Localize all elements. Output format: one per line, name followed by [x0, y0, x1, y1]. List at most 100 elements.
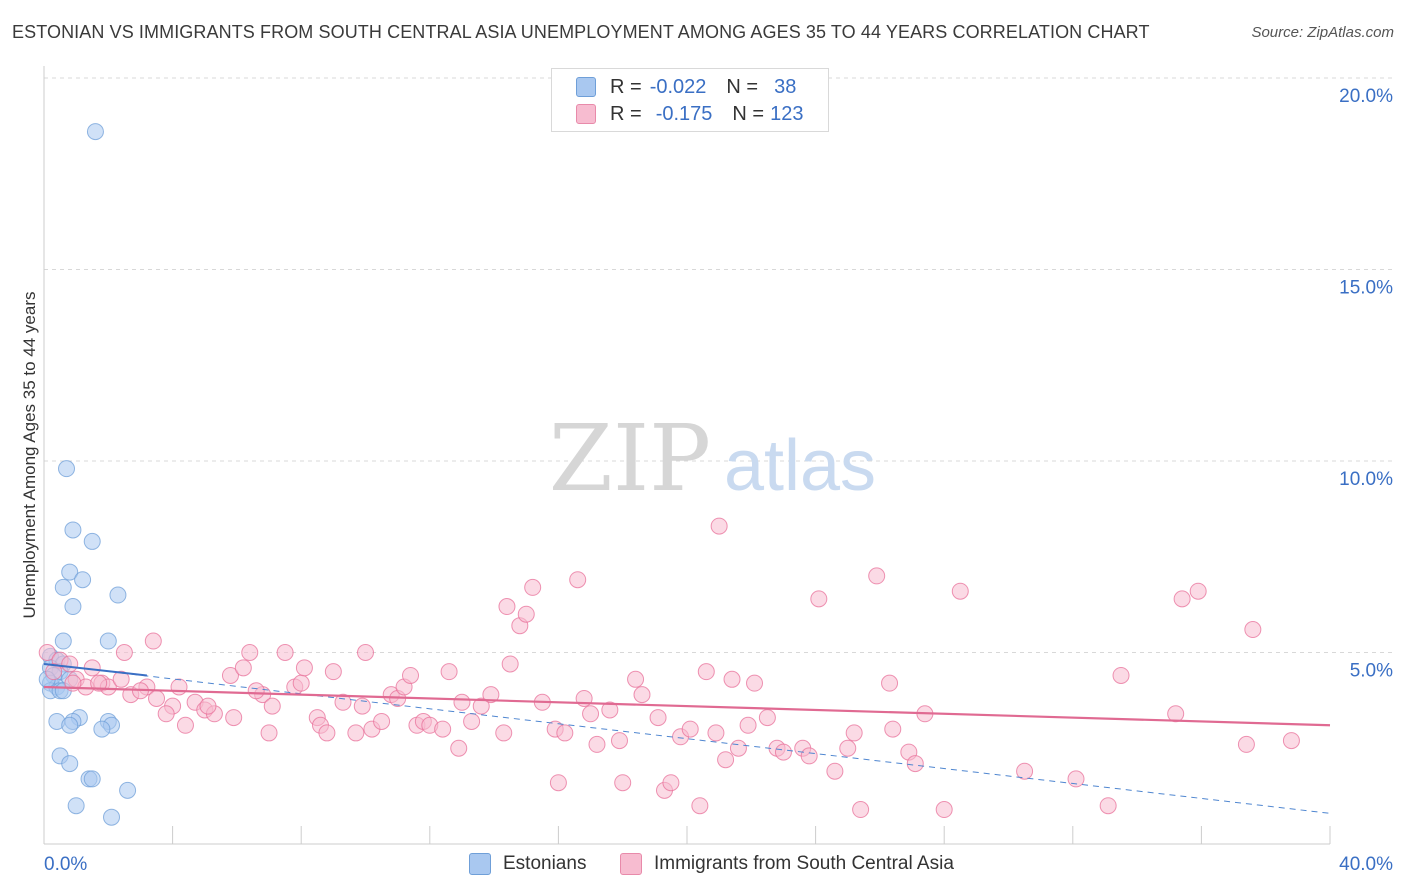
legend-n-label: N =	[726, 75, 759, 98]
chart-title: ESTONIAN VS IMMIGRANTS FROM SOUTH CENTRA…	[12, 22, 1150, 42]
point-immigrants	[1173, 590, 1191, 608]
point-immigrants	[826, 762, 844, 780]
point-estonians	[119, 781, 137, 799]
point-immigrants	[144, 632, 162, 650]
point-immigrants	[707, 724, 725, 742]
point-immigrants	[402, 666, 420, 684]
point-immigrants	[324, 663, 342, 681]
point-immigrants	[800, 747, 818, 765]
bottom-legend-label-estonians: Estonians	[503, 853, 587, 874]
point-immigrants	[746, 674, 764, 692]
point-estonians	[54, 632, 72, 650]
legend-n-label: N =	[732, 102, 765, 125]
point-immigrants	[852, 801, 870, 819]
point-immigrants	[845, 724, 863, 742]
point-immigrants	[495, 724, 513, 742]
point-estonians	[99, 632, 117, 650]
bottom-legend-estonians: Estonians	[469, 852, 586, 876]
legend-r-value: -0.022	[649, 75, 707, 98]
point-immigrants	[247, 682, 265, 700]
point-estonians	[86, 123, 104, 141]
point-immigrants	[501, 655, 519, 673]
point-immigrants	[729, 739, 747, 757]
point-immigrants	[1237, 735, 1255, 753]
point-immigrants	[353, 697, 371, 715]
watermark-atlas: atlas	[724, 426, 876, 506]
point-immigrants	[556, 724, 574, 742]
x-tick-label: 40.0%	[1339, 854, 1393, 875]
point-estonians	[54, 578, 72, 596]
correlation-legend: R = -0.022 N = 38 R = -0.175 N = 123	[551, 68, 829, 132]
point-immigrants	[524, 578, 542, 596]
point-immigrants	[881, 674, 899, 692]
point-estonians	[64, 598, 82, 616]
point-immigrants	[906, 755, 924, 773]
point-immigrants	[717, 751, 735, 769]
point-immigrants	[221, 666, 239, 684]
point-immigrants	[588, 735, 606, 753]
point-immigrants	[569, 571, 587, 589]
point-immigrants	[868, 567, 886, 585]
point-immigrants	[90, 674, 108, 692]
point-immigrants	[758, 709, 776, 727]
point-immigrants	[1067, 770, 1085, 788]
trend-line-immigrants	[43, 685, 1331, 727]
point-immigrants	[517, 605, 535, 623]
point-immigrants	[115, 644, 133, 661]
point-immigrants	[884, 720, 902, 738]
series-estonians	[38, 123, 137, 826]
legend-n-value: 123	[770, 102, 804, 125]
point-immigrants	[61, 655, 79, 673]
legend-n-value: 38	[774, 75, 797, 98]
point-immigrants	[839, 739, 857, 757]
point-estonians	[67, 797, 85, 815]
point-immigrants	[38, 644, 56, 661]
point-immigrants	[176, 716, 194, 734]
gridlines	[44, 77, 1392, 653]
point-immigrants	[1189, 582, 1207, 600]
trend-line-estonians-solid	[43, 662, 147, 677]
legend-row-estonians: R = -0.022 N = 38	[576, 75, 796, 99]
point-immigrants	[241, 644, 259, 661]
point-immigrants	[234, 659, 252, 677]
point-immigrants	[582, 705, 600, 723]
point-estonians	[109, 586, 127, 604]
y-tick-label: 15.0%	[1339, 278, 1393, 299]
point-immigrants	[263, 697, 281, 715]
point-estonians	[103, 808, 121, 826]
point-estonians	[93, 720, 111, 738]
point-immigrants	[112, 670, 130, 688]
trend-line-estonians	[43, 663, 1331, 814]
point-estonians	[83, 532, 101, 550]
x-tick-label: 0.0%	[44, 854, 87, 875]
point-immigrants	[260, 724, 278, 742]
point-immigrants	[292, 674, 310, 692]
point-immigrants	[334, 693, 352, 711]
point-immigrants	[199, 697, 217, 715]
point-immigrants	[649, 709, 667, 727]
point-estonians	[61, 716, 79, 734]
point-immigrants	[662, 774, 680, 792]
point-immigrants	[472, 697, 490, 715]
point-immigrants	[148, 689, 166, 707]
point-immigrants	[1112, 666, 1130, 684]
point-immigrants	[453, 693, 471, 711]
point-immigrants	[739, 716, 757, 734]
point-immigrants	[357, 644, 374, 661]
point-immigrants	[45, 663, 63, 681]
legend-r-value: -0.175	[655, 102, 713, 125]
legend-r-label: R =	[610, 75, 642, 98]
legend-row-immigrants: R = -0.175 N = 123	[576, 102, 803, 126]
point-immigrants	[951, 582, 969, 600]
point-estonians	[61, 755, 79, 773]
y-tick-label: 20.0%	[1339, 86, 1393, 107]
bottom-legend-swatch-estonians	[469, 853, 491, 875]
point-estonians	[58, 460, 76, 478]
legend-swatch-immigrants	[576, 104, 596, 124]
point-immigrants	[633, 686, 651, 704]
y-axis-label: Unemployment Among Ages 35 to 44 years	[20, 291, 39, 619]
point-immigrants	[498, 598, 516, 616]
point-immigrants	[614, 774, 632, 792]
point-immigrants	[318, 724, 336, 742]
point-immigrants	[295, 659, 313, 677]
